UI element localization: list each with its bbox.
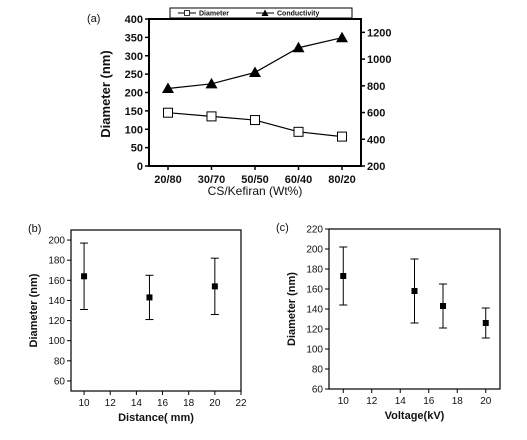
x-tick-label-b: 14 <box>131 398 143 409</box>
panel-b: (b) 60 80 100 120 140 160 180 200 10 12 14 16 18 20 22 D… <box>28 223 247 424</box>
data-point <box>411 288 418 294</box>
conductivity-point <box>292 41 305 53</box>
right-y-tick-label-a: 800 <box>367 81 385 93</box>
diameter-point <box>206 111 217 122</box>
y-tick-label-c: 160 <box>306 285 323 296</box>
legend-diameter-label: Diameter <box>199 11 229 18</box>
y-tick-label-b: 100 <box>48 336 65 347</box>
conductivity-point <box>336 31 348 43</box>
x-tick-label-c: 10 <box>338 396 350 407</box>
x-axis-label-a: CS/Kefiran (Wt%) <box>208 184 303 198</box>
panel-c: (c) 60 80 100 120 140 160 180 200 220 10 12 14 16 18 20… <box>276 222 501 422</box>
y-tick-label-c: 180 <box>306 265 323 276</box>
x-tick-label-c: 14 <box>395 396 407 407</box>
left-y-tick-label-a: 150 <box>125 106 143 118</box>
right-y-tick-label-a: 1000 <box>367 54 391 66</box>
y-axis-label-c: Diameter (nm) <box>286 272 298 346</box>
y-tick-label-c: 80 <box>312 365 324 376</box>
left-y-tick-label-a: 200 <box>125 88 143 100</box>
legend-conductivity-label: Conductivity <box>277 11 319 18</box>
left-y-tick-label-a: 50 <box>131 143 143 155</box>
left-y-tick-label-a: 400 <box>125 14 143 26</box>
data-point <box>482 320 489 326</box>
left-y-tick-label-a: 250 <box>125 69 143 81</box>
data-point <box>440 303 446 309</box>
x-tick-label-a: 30/70 <box>198 174 226 186</box>
panel-label-c: (c) <box>276 222 289 234</box>
x-axis-label-c: Voltage(kV) <box>385 410 445 422</box>
x-tick-label-a: 20/80 <box>154 174 182 186</box>
y-tick-label-c: 220 <box>306 225 323 236</box>
x-tick-label-a: 80/20 <box>328 174 356 186</box>
x-tick-label-b: 12 <box>105 398 117 409</box>
x-tick-label-b: 22 <box>235 398 247 409</box>
x-tick-label-c: 12 <box>366 396 378 407</box>
y-tick-label-b: 120 <box>48 316 65 327</box>
legend-conductivity-marker <box>261 9 269 16</box>
right-y-tick-label-a: 600 <box>367 108 385 120</box>
x-tick-label-a: 60/40 <box>285 174 313 186</box>
x-tick-label-b: 10 <box>79 398 91 409</box>
x-tick-label-c: 20 <box>480 396 492 407</box>
plot-frame-b <box>70 229 242 392</box>
conductivity-point <box>249 66 261 77</box>
left-y-tick-label-a: 350 <box>125 32 143 44</box>
right-y-tick-label-a: 1200 <box>367 27 391 39</box>
right-y-tick-label-a: 200 <box>367 161 385 173</box>
x-tick-label-b: 18 <box>183 398 195 409</box>
y-tick-label-b: 200 <box>48 236 65 247</box>
y-tick-label-b: 60 <box>54 376 66 387</box>
y-tick-label-c: 120 <box>306 325 323 336</box>
diameter-point <box>250 115 260 126</box>
y-tick-label-c: 60 <box>312 385 324 396</box>
x-tick-label-a: 50/50 <box>241 174 269 186</box>
x-tick-label-b: 16 <box>157 398 169 409</box>
y-tick-label-b: 180 <box>48 256 65 267</box>
y-tick-label-c: 140 <box>306 305 323 316</box>
panel-label-b: (b) <box>28 223 41 235</box>
data-point <box>340 273 347 279</box>
x-tick-label-c: 18 <box>452 396 464 407</box>
x-tick-label-b: 20 <box>209 398 221 409</box>
y-axis-label-b: Diameter (nm) <box>28 273 40 347</box>
y-tick-label-c: 200 <box>306 245 323 256</box>
left-y-tick-label-a: 300 <box>125 51 143 63</box>
panel-a: (a) 0 50 100 150 200 250 300 350 400 200 400 600 800 1… <box>87 7 391 198</box>
left-y-tick-label-a: 0 <box>137 161 143 173</box>
y-axis-label-a: Diameter (nm) <box>98 50 113 137</box>
data-point <box>146 294 153 301</box>
series-line-conductivity <box>167 37 343 90</box>
diameter-point <box>293 126 304 137</box>
diameter-point <box>337 131 347 142</box>
y-tick-label-b: 160 <box>48 276 65 287</box>
right-y-tick-label-a: 400 <box>367 134 385 146</box>
y-tick-label-b: 80 <box>54 356 66 367</box>
data-point <box>81 273 88 280</box>
left-y-tick-label-a: 100 <box>125 124 143 136</box>
data-point <box>211 283 218 290</box>
x-tick-label-c: 16 <box>423 396 435 407</box>
y-tick-label-c: 100 <box>306 345 323 356</box>
panel-label-a: (a) <box>87 13 100 25</box>
legend-a: Diameter Conductivity <box>169 7 353 19</box>
diameter-point <box>163 107 173 118</box>
conductivity-point <box>162 82 174 93</box>
y-tick-label-b: 140 <box>48 296 65 307</box>
legend-diameter-marker <box>184 10 190 16</box>
conductivity-point <box>205 77 218 89</box>
x-axis-label-b: Distance( mm) <box>118 412 194 424</box>
